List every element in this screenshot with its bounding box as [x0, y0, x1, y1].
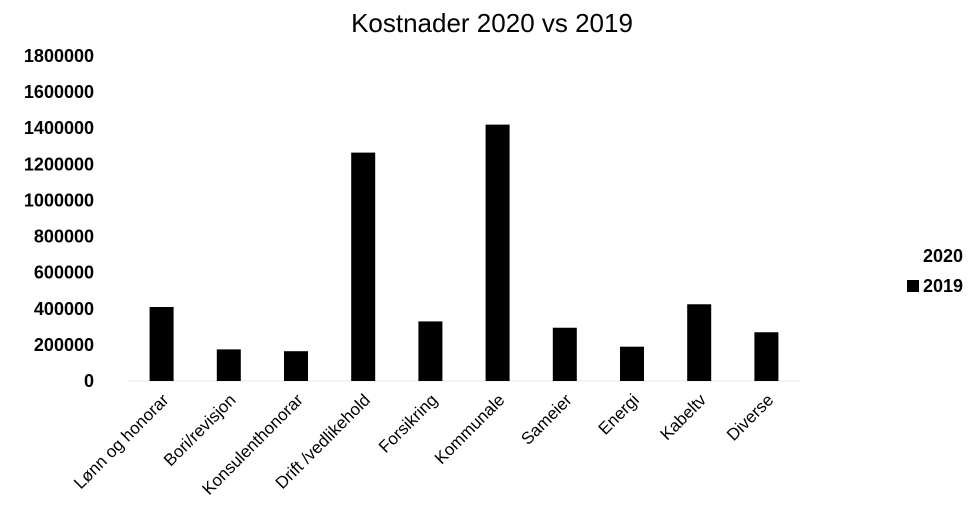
- legend-entry: 2020: [923, 246, 963, 266]
- bar-2019: [485, 124, 510, 381]
- x-axis: Lønn og honorarBori/revisjonKonsulenthon…: [70, 390, 777, 499]
- legend-entry: 2019: [923, 276, 963, 296]
- x-tick-label: Energi: [595, 390, 643, 438]
- legend-swatch: [907, 280, 919, 292]
- bar-2019: [620, 346, 644, 381]
- bar-2019: [754, 332, 779, 381]
- x-tick-label: Kabeltv: [656, 390, 710, 444]
- y-tick-label: 1600000: [24, 82, 94, 102]
- x-tick-label: Sameier: [517, 390, 575, 448]
- x-tick-label: Forsikring: [375, 390, 441, 456]
- y-tick-label: 1000000: [24, 190, 94, 210]
- legend-swatch: [907, 250, 919, 262]
- legend: 2020 2019: [907, 246, 963, 296]
- y-tick-label: 200000: [34, 335, 94, 355]
- y-tick-label: 0: [84, 371, 94, 391]
- bars: [149, 124, 779, 381]
- x-tick-label: Kommunale: [431, 390, 509, 468]
- y-axis: 0 200000 400000 600000 800000 1000000 1200000 1…: [24, 46, 94, 391]
- y-tick-label: 1400000: [24, 118, 94, 138]
- y-tick-label: 1200000: [24, 154, 94, 174]
- y-tick-label: 1800000: [24, 46, 94, 66]
- bar-2019: [418, 321, 443, 381]
- chart-title: Kostnader 2020 vs 2019: [351, 8, 633, 38]
- bar-2019: [552, 327, 577, 381]
- bar-2019: [149, 306, 174, 381]
- y-tick-label: 400000: [34, 299, 94, 319]
- bar-2019: [687, 304, 712, 381]
- x-tick-label: Diverse: [723, 390, 777, 444]
- bar-2019: [216, 349, 241, 381]
- y-tick-label: 600000: [34, 263, 94, 283]
- bar-2019: [351, 152, 376, 381]
- x-tick-label: Lønn og honorar: [70, 390, 173, 493]
- bar-2019: [284, 351, 308, 381]
- y-tick-label: 800000: [34, 227, 94, 247]
